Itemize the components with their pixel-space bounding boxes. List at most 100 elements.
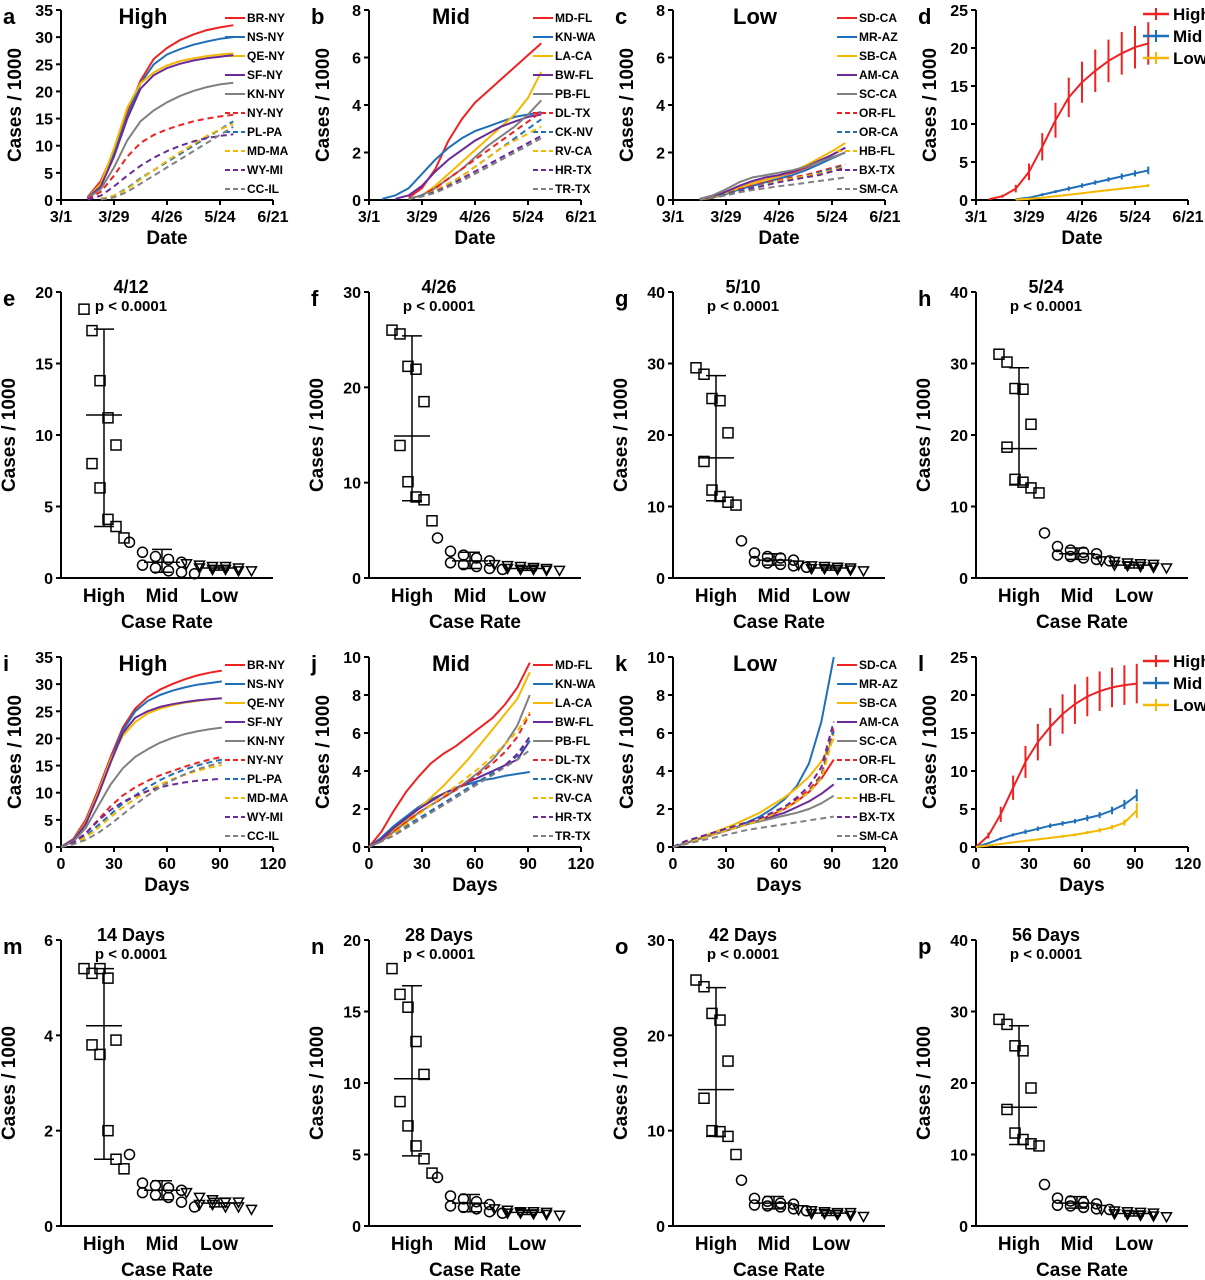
data-point-triangle [553, 565, 566, 577]
chart-title: Mid [432, 651, 470, 676]
legend-label: TR-TX [555, 182, 590, 196]
y-axis-label: Cases / 1000 [5, 48, 26, 162]
data-point-circle [444, 556, 457, 569]
x-tick-label: Mid [146, 1234, 179, 1255]
y-tick-label: 2 [352, 802, 361, 819]
data-point-circle [774, 1201, 787, 1213]
y-tick-label: 25 [35, 704, 53, 721]
panel-m: m 0 2 4 6 Cases / 1000 High Mid Low Case Rate 14 D… [0, 925, 273, 1280]
data-point-square [410, 1035, 422, 1048]
legend-label: KN-WA [555, 30, 596, 44]
data-point-circle [470, 1195, 483, 1208]
y-tick-label: 4 [44, 1028, 53, 1045]
legend-label: HR-TX [555, 810, 592, 824]
legend-label: CK-NV [555, 125, 593, 139]
data-point-triangle [805, 563, 818, 576]
y-tick-label: 15 [950, 726, 968, 743]
data-point-square [1025, 418, 1037, 431]
panel-d: d 0 5 10 15 20 25 Cases / 1000 3/1 3/29 4/26 5/24 6/… [918, 3, 1205, 249]
data-point-circle [175, 1196, 188, 1208]
y-tick-label: 8 [656, 3, 665, 20]
y-tick-label: 20 [950, 428, 968, 445]
legend-label: SC-CA [859, 734, 897, 748]
x-tick-label: 60 [1073, 856, 1091, 873]
x-tick-label: Mid [146, 586, 179, 607]
legend-label: MD-MA [247, 144, 289, 158]
chart-title: Mid [432, 4, 470, 29]
legend-label: Mid [1173, 674, 1202, 693]
x-tick-label: 3/1 [358, 209, 380, 226]
data-point-circle [136, 546, 149, 559]
data-point-triangle [818, 563, 831, 576]
data-point-triangle [818, 1208, 831, 1221]
y-axis-label: Cases / 1000 [914, 1026, 935, 1140]
data-point-square [722, 496, 734, 508]
x-tick-label: 6/21 [869, 209, 900, 226]
data-point-circle [136, 1186, 149, 1199]
x-tick-label: Low [812, 586, 850, 607]
y-axis-label: Cases / 1000 [313, 695, 334, 809]
data-point-square [410, 491, 422, 503]
legend-label: BR-NY [247, 658, 285, 672]
chart-title: 4/26 [421, 277, 456, 297]
y-tick-label: 25 [950, 3, 968, 20]
data-point-circle [136, 1177, 149, 1189]
y-tick-label: 30 [343, 285, 361, 302]
data-point-triangle [540, 565, 553, 577]
p-value-label: p < 0.0001 [1010, 298, 1082, 315]
x-axis-label: Date [1061, 228, 1102, 249]
chart-title: 28 Days [405, 925, 473, 945]
data-point-triangle [193, 1192, 206, 1204]
x-axis-label: Case Rate [733, 1260, 825, 1280]
y-tick-label: 6 [656, 726, 665, 743]
x-tick-label: Low [508, 586, 546, 607]
data-point-triangle [488, 1204, 501, 1216]
data-point-triangle [232, 1202, 245, 1214]
data-point-circle [1064, 1200, 1077, 1212]
panel-letter: f [311, 286, 319, 311]
legend-label: NY-NY [247, 753, 284, 767]
data-point-circle [149, 1179, 162, 1192]
x-axis-label: Date [146, 228, 187, 249]
x-tick-label: 4/26 [151, 209, 182, 226]
x-tick-label: 120 [568, 856, 595, 873]
series-line-pl-pa [60, 758, 223, 848]
y-tick-label: 0 [44, 571, 53, 588]
y-axis-label: Cases / 1000 [5, 695, 26, 809]
y-tick-label: 20 [35, 731, 53, 748]
y-tick-label: 20 [35, 84, 53, 101]
data-point-circle [123, 536, 136, 548]
data-point-circle [1051, 1199, 1064, 1212]
data-point-square [402, 475, 414, 488]
data-point-triangle [206, 1199, 219, 1212]
data-point-square [993, 348, 1005, 360]
y-tick-label: 0 [959, 840, 968, 857]
x-tick-label: 4/26 [459, 209, 490, 226]
legend-label: SB-CA [859, 696, 897, 710]
y-axis-label: Cases / 1000 [920, 48, 941, 162]
x-tick-label: 120 [1175, 856, 1202, 873]
data-point-square [698, 368, 710, 380]
y-tick-label: 15 [950, 79, 968, 96]
data-point-square [418, 1068, 430, 1081]
legend-label: OR-CA [859, 772, 899, 786]
y-tick-label: 10 [35, 428, 53, 445]
data-point-square [386, 962, 398, 975]
data-point-triangle [553, 1210, 566, 1222]
data-point-square [386, 324, 398, 336]
legend-label: QE-NY [247, 696, 285, 710]
x-tick-label: Mid [1061, 586, 1094, 607]
legend-label: MD-FL [555, 658, 592, 672]
data-point-triangle [245, 1204, 258, 1216]
panel-h: h 0 10 20 30 40 Cases / 1000 High Mid Low Case Rat… [914, 277, 1188, 633]
legend-label: AM-CA [859, 715, 899, 729]
data-point-square [698, 1092, 710, 1105]
data-point-circle [483, 1205, 496, 1218]
data-point-square [690, 974, 702, 986]
panel-letter: l [918, 651, 924, 676]
data-point-triangle [1121, 558, 1134, 570]
x-tick-label: 3/1 [662, 209, 684, 226]
chart-title: Low [733, 4, 778, 29]
panel-e: e 0 5 10 15 20 Cases / 1000 High Mid Low Case Rate… [0, 277, 273, 633]
